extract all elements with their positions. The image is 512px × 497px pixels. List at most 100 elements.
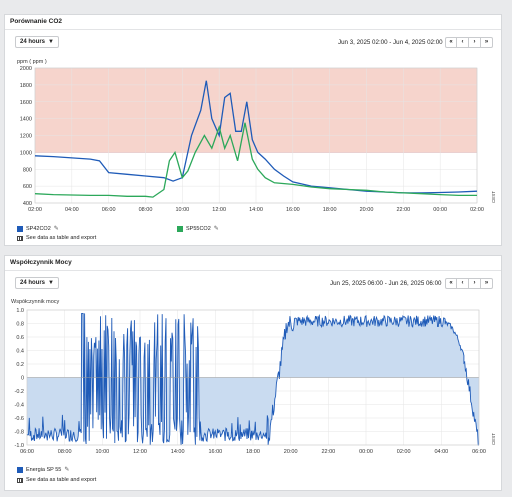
y-tick-label: 600 — [23, 184, 32, 190]
x-tick-label: 08:00 — [139, 207, 153, 213]
table-icon — [17, 235, 23, 241]
panel-title: Współczynnik Mocy — [10, 259, 72, 266]
x-tick-label: 16:00 — [208, 449, 222, 455]
y-tick-label: 1400 — [20, 117, 32, 123]
co2-chart: 400 600 800 1000 1200 1400 1600 1800 2000 02:00 04… — [5, 53, 501, 225]
x-tick-label: 12:00 — [212, 207, 226, 213]
x-tick-label: 04:00 — [65, 207, 79, 213]
series-line — [26, 312, 479, 446]
x-tick-label: 00:00 — [433, 207, 447, 213]
export-label: See data as table and export — [26, 235, 97, 241]
y-tick-label: 0.6 — [16, 335, 24, 341]
x-tick-label: 00:00 — [359, 449, 373, 455]
divider — [5, 29, 501, 30]
chevron-down-icon: ▼ — [48, 39, 54, 45]
series-line-1 — [34, 80, 478, 194]
x-tick-label: 12:00 — [133, 449, 147, 455]
step-back-button[interactable]: ‹ — [457, 278, 469, 289]
y-tick-label: 800 — [23, 167, 32, 173]
step-back-button[interactable]: ‹ — [457, 37, 469, 48]
y-tick-label: 0 — [21, 376, 24, 382]
legend-item-energia-sp55[interactable]: Energia SP 55 ✎ — [17, 466, 69, 473]
legend-swatch — [17, 225, 23, 232]
x-tick-label: 18:00 — [246, 449, 260, 455]
y-tick-label: -0.4 — [15, 403, 24, 409]
time-range-label: 24 hours — [20, 280, 46, 286]
legend-label: SP55CO2 — [186, 225, 211, 232]
x-tick-label: 20:00 — [360, 207, 374, 213]
export-link[interactable]: See data as table and export — [17, 477, 96, 483]
y-tick-label: 0.4 — [16, 349, 24, 355]
x-tick-label: 10:00 — [95, 449, 109, 455]
x-tick-label: 02:00 — [470, 207, 484, 213]
x-tick-label: 02:00 — [28, 207, 42, 213]
y-tick-label: 1.0 — [16, 308, 24, 314]
y-tick-label: 400 — [23, 201, 32, 207]
y-axis-label: Współczynnik mocy — [11, 299, 60, 305]
date-range-text: Jun 25, 2025 06:00 - Jun 26, 2025 06:00 — [330, 280, 442, 287]
co2-comparison-panel: Porównanie CO2 24 hours ▼ Jun 3, 2025 02… — [4, 14, 502, 246]
series-line-2 — [34, 122, 477, 198]
y-axis-label: ppm ( ppm ) — [17, 59, 47, 65]
x-tick-label: 08:00 — [58, 449, 72, 455]
jump-forward-button[interactable]: » — [481, 278, 493, 289]
plot-frame — [26, 309, 480, 446]
y-tick-label: -0.6 — [15, 416, 24, 422]
step-forward-button[interactable]: › — [469, 37, 481, 48]
pencil-icon[interactable]: ✎ — [64, 467, 70, 473]
date-range-text: Jun 3, 2025 02:00 - Jun 4, 2025 02:00 — [338, 39, 443, 46]
y-tick-label: 0.2 — [16, 362, 24, 368]
power-factor-panel: Współczynnik Mocy 24 hours ▼ Jun 25, 202… — [4, 255, 502, 491]
co2-chart-svg: 400 600 800 1000 1200 1400 1600 1800 2000 02:00 04… — [17, 59, 496, 213]
pencil-icon[interactable]: ✎ — [53, 226, 59, 232]
plot-frame — [34, 67, 478, 204]
y-tick-label: 1200 — [20, 134, 32, 140]
legend-label: SP42CO2 — [26, 225, 51, 232]
x-tick-label: 04:00 — [434, 449, 448, 455]
time-navigation: « ‹ › » — [445, 37, 493, 48]
x-tick-label: 18:00 — [323, 207, 337, 213]
legend-swatch — [177, 225, 183, 232]
time-navigation: « ‹ › » — [445, 278, 493, 289]
timezone-label: CEST — [491, 433, 496, 445]
x-tick-label: 02:00 — [397, 449, 411, 455]
x-tick-label: 22:00 — [396, 207, 410, 213]
export-link[interactable]: See data as table and export — [17, 235, 96, 241]
x-tick-label: 20:00 — [284, 449, 298, 455]
y-tick-label: -1.0 — [15, 443, 24, 449]
panel-title: Porównanie CO2 — [10, 18, 63, 25]
chevron-down-icon: ▼ — [48, 280, 54, 286]
x-tick-label: 10:00 — [175, 207, 189, 213]
step-forward-button[interactable]: › — [469, 278, 481, 289]
x-tick-label: 22:00 — [321, 449, 335, 455]
table-icon — [17, 477, 23, 483]
jump-forward-button[interactable]: » — [481, 37, 493, 48]
y-tick-label: 2000 — [20, 66, 32, 72]
timezone-label: CEST — [491, 191, 496, 203]
legend-item-sp42co2[interactable]: SP42CO2 ✎ — [17, 225, 59, 232]
legend-item-sp55co2[interactable]: SP55CO2 ✎ — [177, 225, 219, 232]
legend-swatch — [17, 466, 23, 473]
divider — [5, 270, 501, 271]
x-tick-label: 14:00 — [171, 449, 185, 455]
x-tick-label: 14:00 — [249, 207, 263, 213]
legend-label: Energia SP 55 — [26, 466, 62, 473]
y-tick-label: 0.8 — [16, 322, 24, 328]
jump-back-button[interactable]: « — [445, 37, 457, 48]
y-tick-label: -0.2 — [15, 389, 24, 395]
time-range-dropdown[interactable]: 24 hours ▼ — [15, 36, 59, 48]
export-label: See data as table and export — [26, 477, 97, 483]
y-tick-label: 1000 — [20, 150, 32, 156]
pencil-icon[interactable]: ✎ — [213, 226, 219, 232]
power-factor-chart-svg: -1.0 -0.8 -0.6 -0.4 -0.2 0 0.2 0.4 0.6 0.8 1.0 06:0… — [11, 299, 496, 455]
y-tick-label: 1800 — [20, 83, 32, 89]
time-range-label: 24 hours — [20, 39, 46, 45]
time-range-dropdown[interactable]: 24 hours ▼ — [15, 277, 59, 289]
y-tick-label: -0.8 — [15, 430, 24, 436]
x-tick-label: 16:00 — [286, 207, 300, 213]
y-tick-label: 1600 — [20, 100, 32, 106]
jump-back-button[interactable]: « — [445, 278, 457, 289]
power-factor-chart: -1.0 -0.8 -0.6 -0.4 -0.2 0 0.2 0.4 0.6 0.8 1.0 06:0… — [5, 294, 501, 464]
x-tick-label: 06:00 — [472, 449, 486, 455]
x-tick-label: 06:00 — [20, 449, 34, 455]
